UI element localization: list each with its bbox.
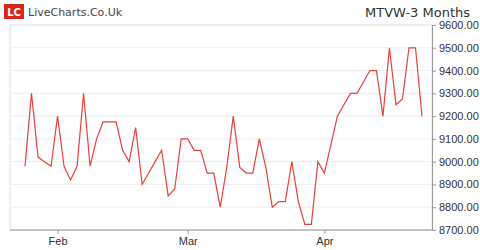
grid-line xyxy=(10,70,432,71)
grid-line xyxy=(10,25,432,26)
title: MTVW-3 Months xyxy=(365,5,470,20)
price-line xyxy=(25,48,422,225)
logo-badge-box xyxy=(4,4,24,19)
y-axis-line xyxy=(433,26,437,231)
y-tick: 8900.00 xyxy=(432,178,479,190)
logo-badge: LC xyxy=(7,7,21,18)
grid-line xyxy=(10,138,432,139)
logo-text: LiveCharts.Co.Uk xyxy=(28,6,123,19)
grid-line xyxy=(10,116,432,117)
y-tick-label: 9100.00 xyxy=(439,133,479,145)
grid-line xyxy=(10,161,432,162)
y-tick-mark xyxy=(432,207,436,208)
y-tick-mark xyxy=(432,25,436,26)
y-tick-label: 9400.00 xyxy=(439,65,479,77)
y-tick: 9400.00 xyxy=(432,65,479,77)
x-tick-label: Apr xyxy=(316,235,333,247)
chart: 8700.00 8800.00 8900.00 9000.00 9100.00 9200.… xyxy=(0,0,480,250)
x-tick: Mar xyxy=(179,230,198,247)
y-tick: 9500.00 xyxy=(432,42,479,54)
y-tick-label: 9500.00 xyxy=(439,42,479,54)
x-tick-mark xyxy=(188,230,189,234)
y-axis: 8700.00 8800.00 8900.00 9000.00 9100.00 9200.… xyxy=(432,19,479,236)
x-axis: Feb Mar Apr xyxy=(10,230,432,247)
y-tick: 9100.00 xyxy=(432,133,479,145)
y-tick-label: 9200.00 xyxy=(439,110,479,122)
x-tick-mark xyxy=(324,230,325,234)
y-tick-label: 8700.00 xyxy=(439,224,479,236)
grid-line xyxy=(10,184,432,185)
grid-line xyxy=(10,93,432,94)
plot-frame xyxy=(10,25,432,230)
x-tick-label: Feb xyxy=(49,235,68,247)
y-tick-label: 8800.00 xyxy=(439,201,479,213)
grid-line xyxy=(10,230,432,231)
grid-line xyxy=(10,207,432,208)
y-tick: 9200.00 xyxy=(432,110,479,122)
grid xyxy=(10,25,432,230)
y-tick-label: 9300.00 xyxy=(439,87,479,99)
x-axis-line xyxy=(10,230,432,231)
y-tick-label: 8900.00 xyxy=(439,178,479,190)
y-tick-mark xyxy=(432,139,436,140)
y-tick-label: 9600.00 xyxy=(439,19,479,31)
y-tick-label: 9000.00 xyxy=(439,156,479,168)
y-tick-mark xyxy=(432,93,436,94)
y-tick-mark xyxy=(432,48,436,49)
y-tick-mark xyxy=(432,230,436,231)
y-tick-mark xyxy=(432,116,436,117)
x-tick-mark xyxy=(58,230,59,234)
y-tick: 9300.00 xyxy=(432,87,479,99)
y-tick-mark xyxy=(432,162,436,163)
grid-line xyxy=(10,47,432,48)
y-tick: 9600.00 xyxy=(432,19,479,31)
x-tick: Apr xyxy=(316,230,333,247)
y-tick: 8800.00 xyxy=(432,201,479,213)
x-tick: Feb xyxy=(49,230,68,247)
y-tick-mark xyxy=(432,71,436,72)
plot-area xyxy=(25,48,422,225)
y-tick: 8700.00 xyxy=(432,224,479,236)
y-tick-mark xyxy=(432,184,436,185)
y-tick: 9000.00 xyxy=(432,156,479,168)
x-tick-label: Mar xyxy=(179,235,198,247)
